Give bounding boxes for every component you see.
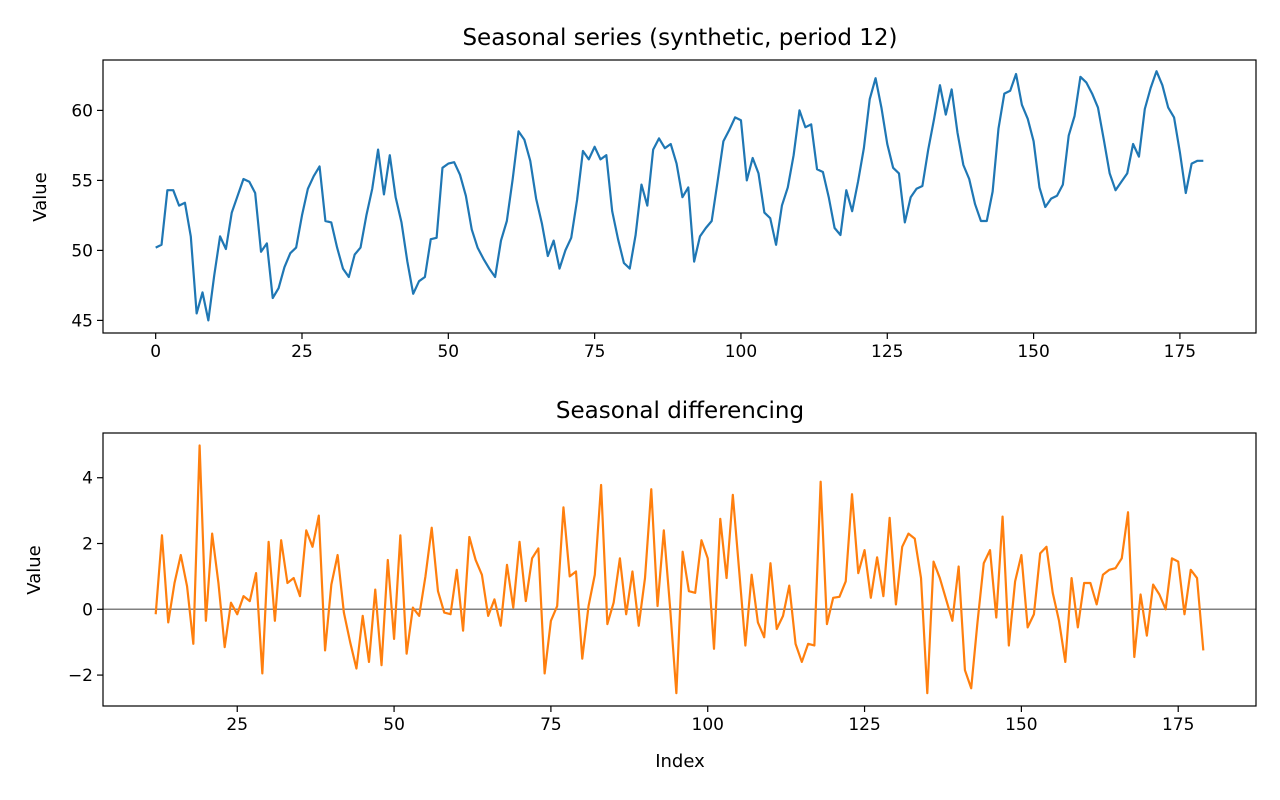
y-tick-label: 60 — [71, 101, 93, 121]
axis-ticks: 0 25 50 75 100 125 150 175 45 50 55 60 — [71, 101, 1196, 362]
axis-ticks: 25 50 75 100 125 150 175 −2 0 2 4 — [68, 469, 1195, 735]
seasonal-differencing-panel: Seasonal differencing Value Index 25 50 75… — [24, 398, 1257, 772]
x-tick-label: 100 — [725, 342, 757, 362]
y-tick-label: −2 — [68, 666, 93, 686]
chart-title: Seasonal series (synthetic, period 12) — [462, 25, 897, 51]
x-tick-label: 125 — [871, 342, 903, 362]
y-tick-label: 2 — [82, 535, 93, 555]
x-tick-label: 125 — [848, 715, 880, 735]
x-tick-label: 150 — [1017, 342, 1049, 362]
x-tick-label: 175 — [1164, 342, 1196, 362]
plot-area — [103, 444, 1256, 695]
axes-frame — [102, 432, 1257, 707]
x-axis-label: Index — [655, 751, 705, 772]
series-line — [155, 70, 1204, 322]
x-tick-label: 50 — [383, 715, 405, 735]
series-line — [154, 444, 1205, 695]
x-tick-label: 100 — [692, 715, 724, 735]
x-tick-label: 175 — [1162, 715, 1194, 735]
y-tick-label: 50 — [71, 241, 93, 261]
x-tick-label: 75 — [584, 342, 606, 362]
x-tick-label: 50 — [437, 342, 459, 362]
plot-area — [155, 70, 1204, 322]
x-tick-label: 150 — [1005, 715, 1037, 735]
y-tick-label: 4 — [82, 469, 93, 489]
y-tick-label: 0 — [82, 600, 93, 620]
x-tick-label: 25 — [226, 715, 248, 735]
x-tick-label: 0 — [150, 342, 161, 362]
y-axis-label: Value — [30, 172, 51, 221]
y-tick-label: 45 — [71, 311, 93, 331]
chart-title: Seasonal differencing — [556, 398, 804, 424]
x-tick-label: 75 — [540, 715, 562, 735]
x-tick-label: 25 — [291, 342, 313, 362]
axes-frame — [102, 59, 1257, 334]
y-tick-label: 55 — [71, 171, 93, 191]
seasonal-series-panel: Seasonal series (synthetic, period 12) V… — [30, 25, 1257, 362]
y-axis-label: Value — [24, 545, 45, 594]
